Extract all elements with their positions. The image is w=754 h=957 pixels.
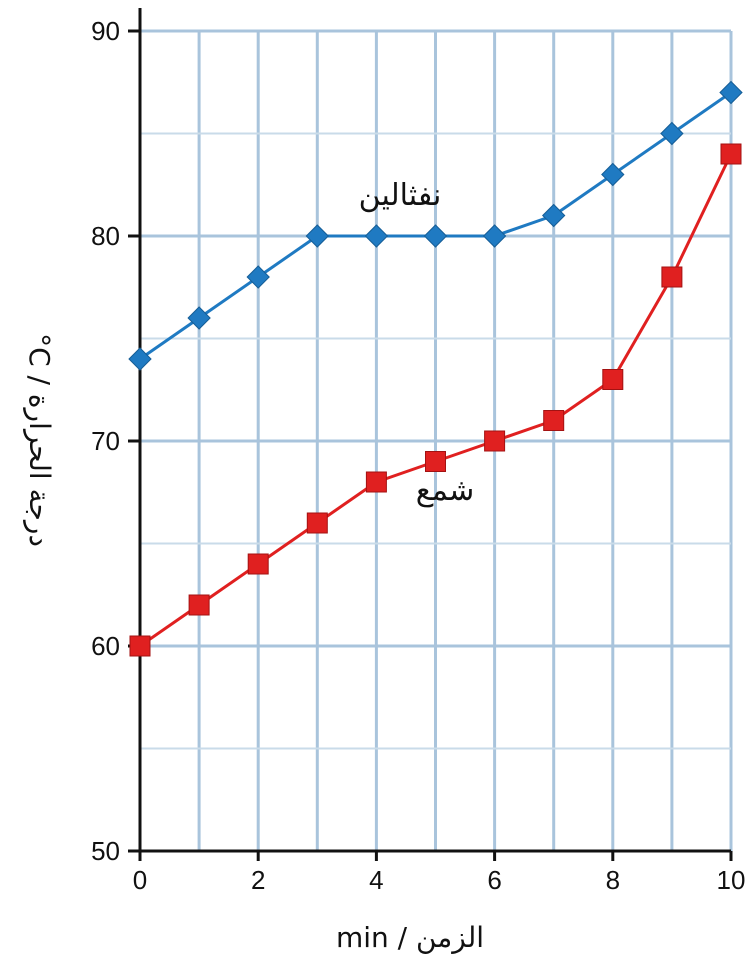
series-group	[128, 80, 743, 657]
data-point-square	[720, 143, 742, 165]
data-point-square	[602, 369, 624, 390]
data-point-diamond	[601, 162, 625, 187]
data-point-square	[129, 635, 151, 657]
axes	[128, 8, 733, 861]
data-point-square	[247, 553, 269, 575]
series-label-wax: شمع	[416, 473, 474, 508]
x-tick-label: 2	[251, 865, 265, 895]
data-point-square	[306, 512, 328, 534]
y-tick-labels: 50 60 70 80 90	[91, 16, 120, 866]
data-point-diamond	[364, 224, 389, 248]
data-point-diamond	[719, 80, 743, 105]
data-point-diamond	[541, 203, 566, 228]
y-tick-label: 60	[91, 631, 120, 661]
x-tick-label: 0	[133, 865, 147, 895]
series-label-naphthalene: نفثالين	[359, 178, 442, 213]
x-tick-label: 4	[369, 865, 383, 895]
data-point-square	[661, 266, 683, 288]
data-point-diamond	[187, 306, 211, 330]
data-point-diamond	[246, 265, 270, 289]
y-axis-title: درجة الحرارة / C°	[23, 333, 56, 547]
data-point-square	[484, 430, 506, 452]
data-point-diamond	[660, 121, 684, 146]
x-tick-label: 6	[487, 865, 501, 895]
data-point-diamond	[482, 224, 507, 248]
data-point-diamond	[305, 224, 330, 248]
data-point-diamond	[128, 347, 152, 371]
data-point-diamond	[423, 224, 448, 248]
data-point-square	[543, 410, 565, 431]
data-point-square	[188, 594, 210, 616]
y-tick-label: 80	[91, 221, 120, 251]
y-tick-label: 90	[91, 16, 120, 46]
data-point-square	[365, 471, 387, 493]
x-tick-label: 10	[717, 865, 746, 895]
y-tick-label: 50	[91, 836, 120, 866]
x-axis-title: الزمن / min	[336, 921, 484, 954]
x-tick-label: 8	[606, 865, 620, 895]
x-tick-labels: 0 2 4 6 8 10	[133, 865, 746, 895]
y-tick-label: 70	[91, 426, 120, 456]
data-point-square	[425, 451, 446, 472]
